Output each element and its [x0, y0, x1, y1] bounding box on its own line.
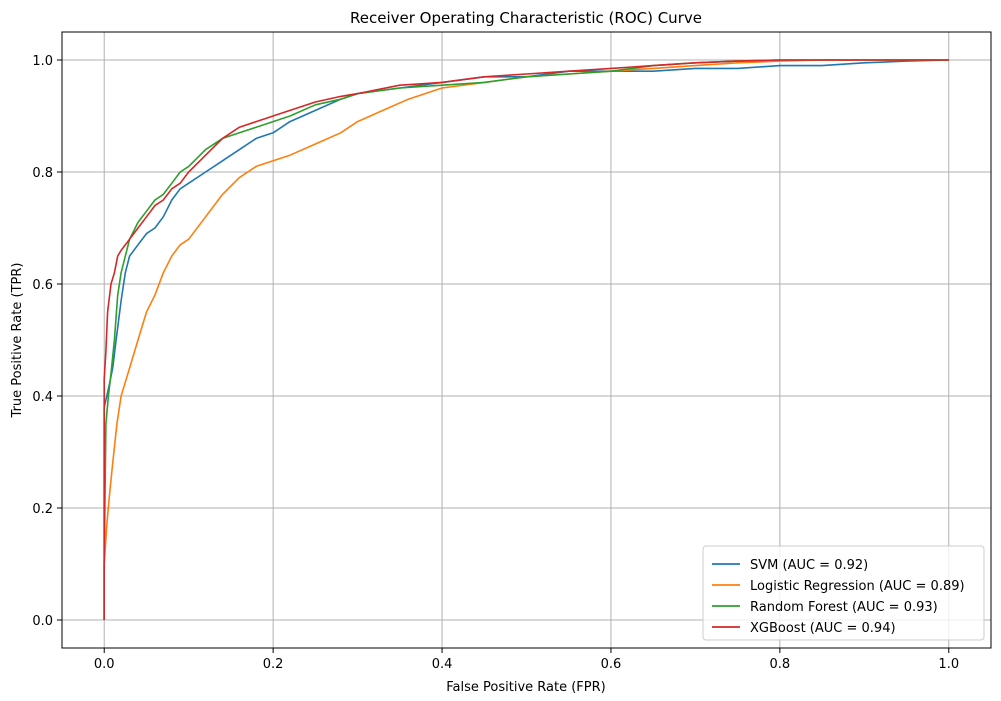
y-tick-label: 0.6 [32, 278, 53, 293]
x-axis-ticks: 0.0 0.2 0.4 0.6 0.8 1.0 [94, 648, 959, 672]
y-axis-label: True Positive Rate (TPR) [10, 263, 25, 419]
y-tick-label: 0.0 [32, 614, 53, 629]
x-tick-label: 0.6 [601, 657, 622, 672]
series-line-1 [103, 59, 949, 620]
y-tick-label: 0.8 [32, 166, 53, 181]
x-axis-label: False Positive Rate (FPR) [446, 680, 605, 695]
grid [62, 32, 991, 648]
x-tick-label: 0.0 [94, 657, 115, 672]
legend-label: Random Forest (AUC = 0.93) [750, 600, 938, 615]
y-tick-label: 0.4 [32, 390, 53, 405]
series-lines [103, 59, 949, 620]
x-tick-label: 0.2 [263, 657, 284, 672]
series-line-4 [103, 59, 949, 620]
legend-label: SVM (AUC = 0.92) [750, 558, 868, 573]
legend-label: XGBoost (AUC = 0.94) [750, 621, 896, 636]
legend: SVM (AUC = 0.92) Logistic Regression (AUC… [702, 545, 985, 641]
y-tick-label: 0.2 [32, 502, 53, 517]
x-tick-label: 0.8 [770, 657, 791, 672]
legend-box [702, 545, 985, 641]
chart-title: Receiver Operating Characteristic (ROC) … [350, 9, 702, 27]
series-line-2 [103, 59, 949, 620]
y-tick-label: 1.0 [32, 54, 53, 69]
plot-frame [61, 31, 992, 649]
x-tick-label: 0.4 [432, 657, 453, 672]
legend-label: Logistic Regression (AUC = 0.89) [750, 579, 965, 594]
x-tick-label: 1.0 [938, 657, 959, 672]
y-axis-ticks: 0.0 0.2 0.4 0.6 0.8 1.0 [32, 54, 62, 629]
